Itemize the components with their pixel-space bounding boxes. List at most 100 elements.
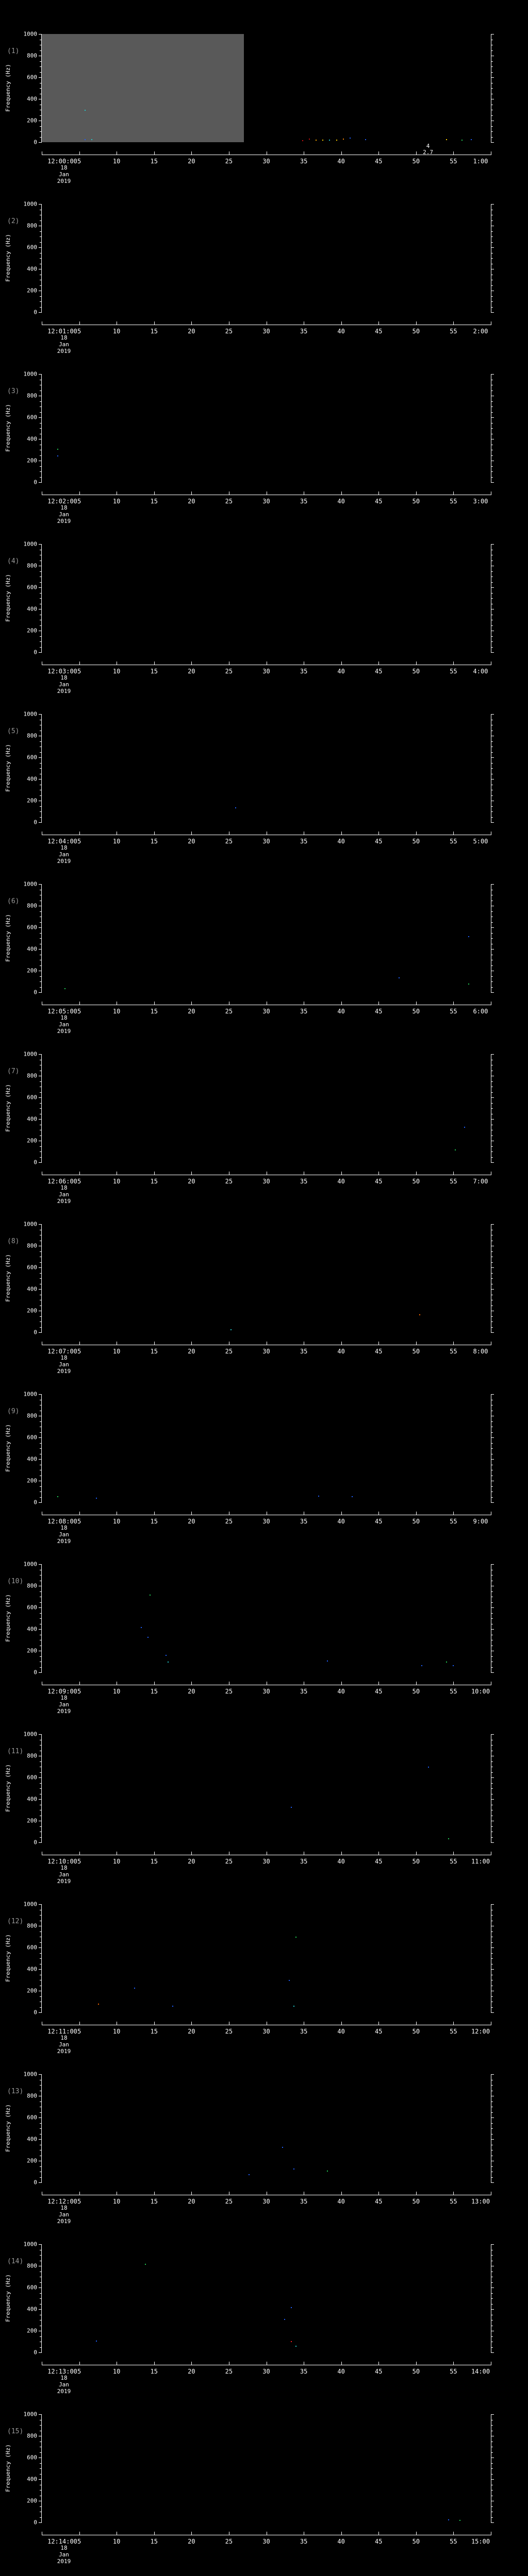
y-tick <box>40 768 42 769</box>
y-tick-label: 600 <box>27 1434 37 1441</box>
y-tick-label: 1000 <box>23 1731 38 1738</box>
x-tick-label: 35 <box>300 668 308 675</box>
x-tick-label: 10 <box>112 2028 121 2035</box>
y-tick-label: 0 <box>34 2009 37 2016</box>
y-tick-right <box>491 482 494 483</box>
y-tick <box>39 1607 42 1608</box>
x-tick-label: 55 <box>450 2028 457 2035</box>
x-tick <box>191 492 192 495</box>
y-tick-label: 400 <box>27 605 37 613</box>
x-tick-label: 25 <box>225 1518 233 1525</box>
detection-marker <box>327 2170 328 2172</box>
x-tick-label: 35 <box>300 1518 308 1525</box>
x-tick-label-start: 12:05:00 <box>47 1008 77 1015</box>
spectrogram-panel: (14) Frequency (Hz) 0 200 400 600 800 1000 12:… <box>0 2219 528 2395</box>
x-tick-label: 25 <box>225 1008 233 1015</box>
detection-marker <box>295 2346 297 2347</box>
y-tick <box>39 992 42 993</box>
x-axis-date-stack: 18 Jan 2019 <box>42 334 86 354</box>
x-tick-label: 50 <box>412 1858 420 1865</box>
x-tick-label: 50 <box>412 498 420 505</box>
y-tick-right <box>491 126 493 127</box>
y-tick-right <box>491 1734 494 1735</box>
x-axis-date-stack: 18 Jan 2019 <box>42 1014 86 1035</box>
date-month: Jan <box>59 2211 69 2218</box>
y-tick-label: 200 <box>27 1477 37 1484</box>
y-tick <box>40 571 42 572</box>
detection-marker <box>140 1626 142 1628</box>
date-month: Jan <box>59 851 69 858</box>
detection-marker <box>57 455 59 456</box>
detection-marker <box>145 2263 146 2265</box>
y-tick <box>40 301 42 302</box>
y-tick <box>40 2468 42 2469</box>
x-tick-label-start: 12:07:00 <box>47 1348 77 1355</box>
y-tick-right <box>491 1432 493 1433</box>
x-tick <box>341 1682 342 1685</box>
y-tick <box>40 1448 42 1449</box>
y-tick <box>40 1321 42 1322</box>
y-tick-right <box>491 922 493 923</box>
date-month: Jan <box>59 511 69 518</box>
y-tick <box>40 1958 42 1959</box>
y-tick <box>40 2123 42 2124</box>
y-tick-label: 400 <box>27 775 37 783</box>
y-tick-right <box>491 307 493 308</box>
x-tick-label-start: 12:04:00 <box>47 838 77 845</box>
y-tick <box>39 1947 42 1948</box>
x-tick-label: 55 <box>450 1688 457 1695</box>
detection-marker <box>455 1149 456 1150</box>
y-tick-label: 1000 <box>23 1561 38 1568</box>
y-tick-right <box>491 938 493 939</box>
x-tick-label: 15 <box>150 2028 158 2035</box>
x-tick-label: 35 <box>300 1688 308 1695</box>
x-axis-date-stack: 18 Jan 2019 <box>42 2545 86 2565</box>
y-tick-right <box>491 2255 493 2256</box>
detection-marker <box>172 2006 173 2007</box>
detection-marker <box>448 1838 450 1839</box>
y-tick-label: 1000 <box>23 200 38 208</box>
y-tick-right <box>491 77 494 78</box>
y-tick <box>39 884 42 885</box>
y-tick-right <box>491 374 494 375</box>
y-tick-right <box>491 2287 494 2288</box>
y-tick-right <box>491 296 493 297</box>
x-tick-label: 10 <box>112 1858 121 1865</box>
y-tick <box>40 1931 42 1932</box>
date-year: 2019 <box>57 2558 71 2565</box>
y-tick <box>40 2452 42 2453</box>
plot-area <box>42 2074 491 2182</box>
y-tick-right <box>491 1097 494 1098</box>
y-tick <box>40 1996 42 1997</box>
y-tick-label: 400 <box>27 435 37 443</box>
x-axis-date-stack: 18 Jan 2019 <box>42 844 86 865</box>
x-tick <box>378 1512 380 1515</box>
x-tick-label-end: 5:00 <box>473 838 488 845</box>
y-tick-label: 400 <box>27 2306 37 2313</box>
x-tick-label: 15 <box>150 838 158 845</box>
x-tick-label: 5 <box>77 158 81 165</box>
spectrogram-panel: (1) Frequency (Hz) 0 200 400 600 800 1000 12:0… <box>0 9 528 184</box>
y-tick-right <box>491 1618 493 1619</box>
y-tick-right <box>491 1613 493 1614</box>
x-tick-label: 50 <box>412 2368 420 2375</box>
x-tick-label: 20 <box>188 1858 195 1865</box>
y-tick-right <box>491 1289 494 1290</box>
x-tick-label: 40 <box>337 2028 345 2035</box>
x-tick <box>453 2532 454 2535</box>
date-year: 2019 <box>57 1878 71 1885</box>
date-year: 2019 <box>57 518 71 524</box>
x-tick-label: 45 <box>375 328 383 335</box>
x-tick-label: 55 <box>450 328 457 335</box>
date-month: Jan <box>59 2041 69 2048</box>
y-axis: 0 200 400 600 800 1000 <box>0 1901 42 2016</box>
detection-marker <box>322 140 324 141</box>
y-tick-label: 1000 <box>23 2241 38 2248</box>
x-tick-label: 20 <box>188 668 195 675</box>
y-tick-right <box>491 258 493 259</box>
x-tick-label: 55 <box>450 1858 457 1865</box>
y-tick <box>39 2139 42 2140</box>
y-tick-label: 400 <box>27 945 37 953</box>
x-tick <box>154 1682 155 1685</box>
y-tick-label: 200 <box>27 1307 37 1314</box>
